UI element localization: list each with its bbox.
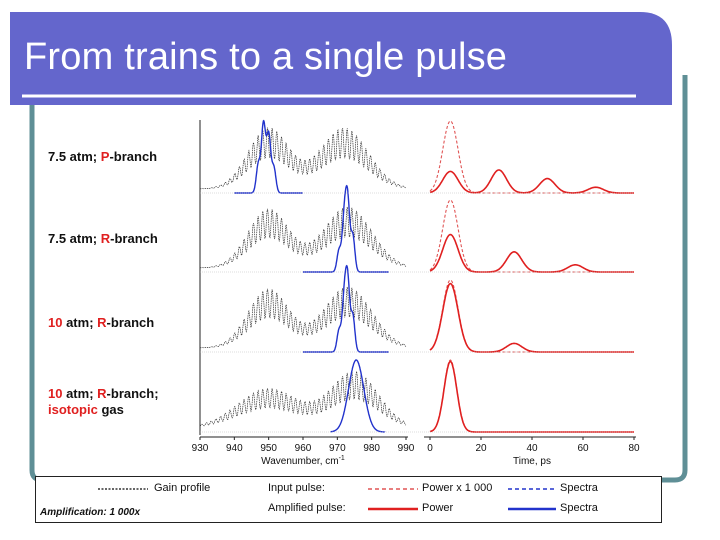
title-bar [10,12,672,105]
input-pulse-curve [429,199,634,273]
legend-spectra-2: Spectra [560,502,598,514]
amplified-pulse-curves [429,169,634,433]
spectra-curve [330,359,386,433]
wavenumber-tick-label: 930 [192,443,209,454]
wavenumber-tick-label: 940 [226,443,243,454]
time-tick-label: 80 [628,443,640,454]
gain-profile-curve [199,127,407,190]
wavenumber-tick-label: 950 [260,443,277,454]
wavenumber-tick-label: 960 [295,443,312,454]
row-label-4: 10 atm; R-branch; isotopic gas [48,386,159,417]
legend-gain: Gain profile [154,482,211,494]
amplified-pulse-curve [429,282,634,353]
row-label-3: 10 atm; R-branch [48,315,155,330]
amplified-pulse-curve [429,169,634,194]
input-pulse-curves [429,120,634,433]
spectra-curve [234,119,303,194]
time-axis-label: Time, ps [513,456,551,467]
gain-profile-curves [199,127,407,427]
input-pulse-curve [429,279,634,353]
wavenumber-tick-label: 990 [398,443,415,454]
time-tick-label: 40 [526,443,538,454]
input-pulse-curve [429,120,634,194]
time-tick-label: 60 [577,443,589,454]
spectra-curves [234,119,389,433]
legend-power: Power [422,502,454,514]
axes: 930 940 950 960 970 980 990 0 20 40 60 80 Wavenumber… [192,120,640,467]
legend: Gain profile Input pulse: Power x 1 000 … [35,476,662,523]
gain-profile-curve [199,286,407,349]
row-label-2: 7.5 atm; R-branch [48,231,158,246]
time-tick-label: 20 [475,443,487,454]
wavenumber-tick-label: 980 [363,443,380,454]
legend-spectra-1: Spectra [560,482,598,494]
legend-amplification: Amplification: 1 000x [40,507,141,518]
time-tick-label: 0 [427,443,433,454]
gain-profile-curve [199,371,407,427]
legend-power-x: Power x 1 000 [422,482,493,494]
wavenumber-tick-label: 970 [329,443,346,454]
legend-input-pulse: Input pulse: [268,482,325,494]
amplified-pulse-curve [429,360,634,433]
wavenumber-axis-label: Wavenumber, cm-1 [261,455,345,467]
legend-amplified-pulse: Amplified pulse: [268,502,346,514]
input-pulse-curve [429,359,634,433]
row-label-1: 7.5 atm; P-branch [48,149,158,164]
gain-profile-curve [199,206,407,269]
slide-title: From trains to a single pulse [24,36,508,78]
